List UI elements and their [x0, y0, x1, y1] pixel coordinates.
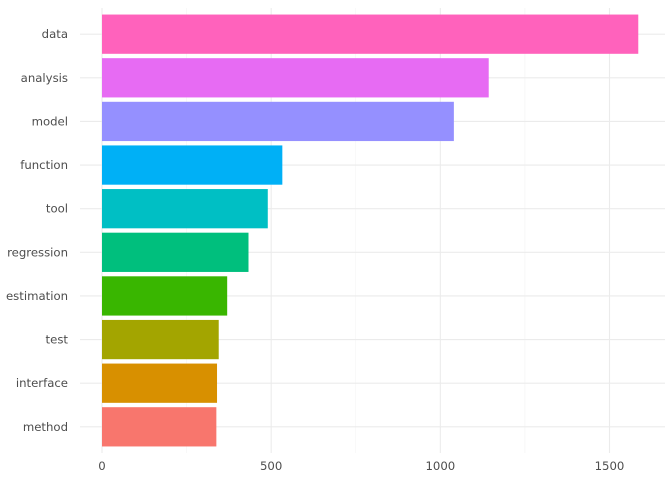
bars — [101, 14, 639, 447]
y-tick-label: data — [42, 27, 68, 41]
x-axis-labels: 0 500 1000 1500 — [98, 459, 624, 473]
bar-test — [101, 319, 219, 360]
x-tick-label: 500 — [260, 459, 282, 473]
bar-interface — [101, 363, 218, 403]
y-tick-label: analysis — [21, 71, 68, 85]
bar-regression — [101, 232, 249, 272]
x-tick-label: 1000 — [425, 459, 455, 473]
y-tick-label: tool — [46, 202, 68, 216]
y-tick-label: model — [32, 114, 68, 128]
x-tick-label: 1500 — [595, 459, 625, 473]
y-tick-label: estimation — [6, 289, 68, 303]
bar-method — [101, 407, 217, 447]
bar-analysis — [101, 58, 489, 98]
bar-estimation — [101, 276, 228, 316]
y-tick-label: function — [20, 158, 68, 172]
y-tick-label: interface — [16, 376, 68, 390]
y-axis-labels: method interface test estimation regression t… — [6, 27, 68, 434]
bar-model — [101, 101, 454, 142]
y-tick-label: regression — [7, 245, 68, 259]
bar-data — [101, 14, 639, 54]
y-tick-label: test — [46, 333, 69, 347]
bar-function — [101, 145, 283, 185]
y-tick-label: method — [23, 420, 68, 434]
x-tick-label: 0 — [98, 459, 105, 473]
bar-tool — [101, 189, 268, 229]
